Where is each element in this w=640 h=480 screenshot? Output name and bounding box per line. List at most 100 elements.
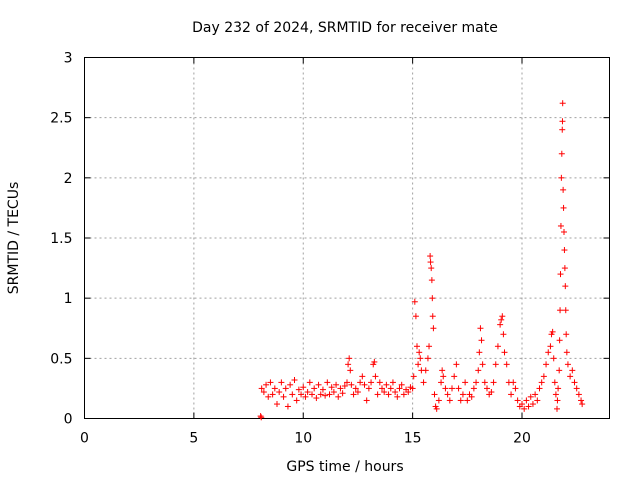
data-point	[481, 379, 488, 386]
data-point	[324, 379, 331, 386]
data-point	[468, 393, 475, 400]
data-point	[475, 367, 482, 374]
y-tick-label: 0.5	[50, 351, 72, 367]
y-tick-label: 2	[64, 171, 73, 187]
data-point	[476, 349, 483, 356]
data-point	[490, 379, 497, 386]
data-point	[328, 384, 335, 391]
data-point	[322, 392, 329, 399]
data-point	[341, 383, 348, 390]
data-point	[412, 313, 419, 320]
chart-title: Day 232 of 2024, SRMTID for receiver mat…	[192, 20, 498, 36]
data-point	[271, 385, 278, 392]
data-point	[523, 397, 530, 404]
data-point	[315, 381, 322, 388]
data-point	[282, 385, 289, 392]
data-point	[510, 379, 517, 386]
data-point	[267, 379, 274, 386]
y-tick-label: 3	[64, 51, 73, 67]
data-point	[265, 393, 272, 400]
data-point	[529, 401, 536, 408]
data-point	[389, 379, 396, 386]
data-point	[560, 186, 567, 193]
data-point	[319, 386, 326, 393]
data-point	[442, 385, 449, 392]
data-point	[534, 397, 541, 404]
data-point	[552, 391, 559, 398]
data-point	[503, 361, 510, 368]
data-point	[551, 379, 558, 386]
data-point	[470, 385, 477, 392]
data-point	[543, 361, 550, 368]
data-point	[287, 381, 294, 388]
data-point	[309, 391, 315, 398]
data-point	[258, 414, 265, 421]
data-point	[335, 393, 342, 400]
data-point	[433, 405, 440, 412]
data-point	[429, 295, 436, 302]
data-point	[372, 373, 379, 380]
data-point	[258, 385, 265, 392]
y-tick-label: 1.5	[50, 231, 72, 247]
data-point	[427, 253, 434, 260]
data-point	[361, 381, 368, 388]
data-point	[521, 405, 528, 412]
data-points	[257, 100, 586, 421]
data-point	[561, 265, 568, 272]
x-tick-label: 0	[80, 431, 89, 447]
data-point	[379, 385, 385, 392]
data-point	[453, 361, 460, 368]
data-point	[346, 355, 353, 362]
data-point	[560, 204, 567, 211]
data-point	[498, 316, 505, 323]
data-point	[557, 307, 564, 314]
data-point	[405, 389, 412, 396]
data-point	[431, 391, 438, 398]
data-point	[459, 391, 466, 398]
data-point	[559, 100, 566, 107]
data-point	[424, 355, 431, 362]
data-point	[451, 373, 458, 380]
data-point	[293, 397, 300, 404]
data-point	[374, 391, 381, 398]
data-point	[464, 397, 471, 404]
x-tick-label: 20	[513, 431, 531, 447]
data-point	[260, 389, 267, 396]
data-point	[540, 373, 547, 380]
data-point	[477, 325, 484, 332]
data-point	[422, 367, 429, 374]
data-point	[257, 413, 264, 420]
x-tick-label: 5	[189, 431, 198, 447]
data-point	[365, 385, 372, 392]
data-point	[333, 381, 340, 388]
data-point	[554, 405, 560, 412]
data-point	[497, 321, 504, 328]
data-point	[385, 391, 392, 398]
data-point	[428, 277, 435, 284]
data-point	[289, 391, 296, 398]
data-point	[392, 389, 399, 396]
data-point	[508, 391, 515, 398]
data-point	[427, 259, 434, 266]
data-point	[278, 379, 285, 386]
data-point	[435, 397, 442, 404]
data-point	[291, 376, 298, 383]
data-point	[527, 393, 534, 400]
data-point	[555, 385, 562, 392]
data-point	[457, 397, 464, 404]
data-point	[557, 271, 564, 278]
data-point	[420, 379, 427, 386]
data-point	[409, 385, 416, 392]
x-tick-label: 15	[404, 431, 422, 447]
data-point	[438, 379, 445, 386]
data-point	[545, 349, 552, 356]
data-point	[558, 174, 565, 181]
data-point	[352, 385, 359, 392]
data-point	[430, 325, 437, 332]
data-point	[337, 385, 344, 392]
data-point	[416, 349, 423, 356]
data-point	[479, 361, 486, 368]
data-point	[571, 379, 578, 386]
data-point	[354, 389, 361, 396]
